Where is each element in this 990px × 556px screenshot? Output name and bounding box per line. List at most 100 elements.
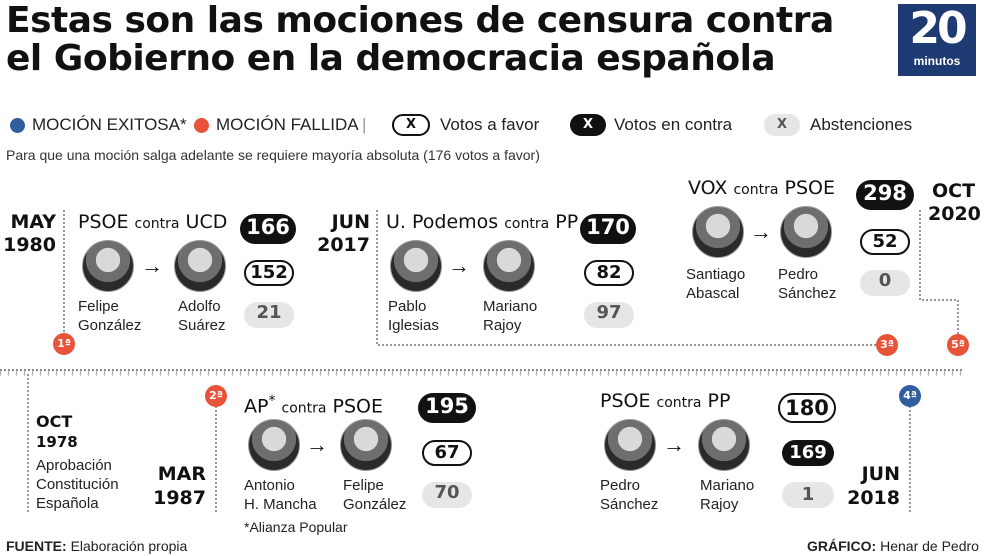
m4-year: 2018 [847,487,900,509]
m1-person2-line2: Suárez [178,317,226,334]
m3-month: JUN [331,211,370,233]
m1-votes-favor: 166 [240,214,296,244]
m4-person1-line1: Pedro [600,477,641,494]
m3-proposer: U. Podemos [386,211,499,233]
m2-year: 1987 [153,487,206,509]
m1-votes-abst: 21 [244,302,294,328]
m2-votes-contra: 67 [422,440,472,466]
m2-person2-line1: Felipe [343,477,384,494]
title-line-1: Estas son las mociones de censura contra [6,0,834,41]
m5-title: VOX contra PSOE [688,177,835,201]
m2-person1-line1: Antonio [244,477,295,494]
m5-person2-line2: Sánchez [778,285,837,302]
title-line-2: el Gobierno en la democracia española [6,38,776,79]
constitucion-label-1: Aprobación [36,457,112,474]
m4-badge: 4ª [899,385,921,407]
m3-votes-abst: 97 [584,302,634,328]
footer-source-label: FUENTE: [6,538,67,554]
constitucion-month: OCT [36,412,73,431]
majority-note: Para que una moción salga adelante se re… [6,147,540,163]
m1-votes-contra: 152 [244,260,294,286]
m1-proposer: PSOE [78,211,129,233]
constitucion-label-2: Constitución [36,476,119,493]
m2-badge: 2ª [205,385,227,407]
m1-contra: contra [134,216,180,232]
m1-person1-photo [82,240,134,292]
m3-person1-line1: Pablo [388,298,427,315]
legend-contra-pill: X [570,114,606,136]
m3-person1-photo [390,240,442,292]
connector-m3 [376,210,876,346]
legend-fallida-dot [194,118,209,133]
m5-year: 2020 [928,203,981,225]
logo-number: 20 [909,3,967,54]
m5-person1-photo [692,206,744,258]
m5-badge: 5ª [947,334,969,356]
m3-person1-line2: Iglesias [388,317,439,334]
legend-exitosa-dot [10,118,25,133]
m4-votes-contra: 169 [782,440,834,466]
m3-badge: 3ª [876,334,898,356]
m3-person2-line2: Rajoy [483,317,522,334]
m2-person1-line2: H. Mancha [244,496,317,513]
m3-person2-photo [483,240,535,292]
legend-favor-label: Votos a favor [440,115,540,134]
m5-person2-line1: Pedro [778,266,819,283]
arrow-right-icon: → [448,253,470,278]
legend-fallida-label: MOCIÓN FALLIDA [216,115,359,134]
m5-person1-line1: Santiago [686,266,746,283]
m3-contra: contra [504,216,550,232]
m4-month: JUN [861,463,900,485]
arrow-right-icon: → [663,432,685,457]
m1-target: UCD [185,211,228,233]
m2-contra: contra [281,400,327,417]
constitucion-label-3: Española [36,495,99,512]
m5-votes-favor: 298 [856,180,914,210]
m4-proposer: PSOE [600,390,651,412]
legend-exitosa-label: MOCIÓN EXITOSA* [32,115,187,134]
m2-person1-photo [248,419,300,471]
connector-m5 [919,210,959,334]
m4-contra: contra [656,395,702,411]
m2-votes-favor: 195 [418,393,476,423]
m4-votes-abst: 1 [782,482,834,508]
m3-target: PP [555,211,579,233]
legend-abst-pill: X [764,114,800,136]
m3-title: U. Podemos contra PP [386,211,578,235]
m4-person2-line1: Mariano [700,477,755,494]
m5-votes-abst: 0 [860,270,910,296]
m2-footnote: *Alianza Popular [244,519,348,535]
m4-person1-line2: Sánchez [600,496,659,513]
m1-person1-line1: Felipe [78,298,119,315]
m4-person2-line2: Rajoy [700,496,739,513]
m4-target: PP [707,390,731,412]
arrow-right-icon: → [141,253,163,278]
m5-target: PSOE [784,177,835,199]
m4-votes-favor: 180 [778,393,836,423]
legend-favor-pill: X [392,114,430,136]
m1-badge: 1ª [53,333,75,355]
m4-title: PSOE contra PP [600,390,730,414]
footer-graphic: GRÁFICO: Henar de Pedro [807,538,979,554]
m5-person2-photo [780,206,832,258]
footer-source: FUENTE: Elaboración propia [6,538,187,554]
m1-person1-line2: González [78,317,142,334]
brand-logo: 20 minutos [898,4,976,76]
m2-person2-photo [340,419,392,471]
m1-title: PSOE contra UCD [78,211,227,235]
footer-graphic-label: GRÁFICO: [807,538,877,554]
legend-contra-label: Votos en contra [614,115,733,134]
m3-year: 2017 [317,234,370,256]
m2-proposer-mark: * [268,393,276,409]
m5-month: OCT [932,180,976,202]
m4-person2-photo [698,419,750,471]
legend-separator: | [362,115,367,134]
m1-month: MAY [10,211,56,233]
m1-person2-photo [174,240,226,292]
constitucion-year: 1978 [36,433,78,451]
m5-proposer: VOX [688,177,728,199]
m3-person2-line1: Mariano [483,298,538,315]
m3-votes-favor: 170 [580,214,636,244]
arrow-right-icon: → [306,432,328,457]
